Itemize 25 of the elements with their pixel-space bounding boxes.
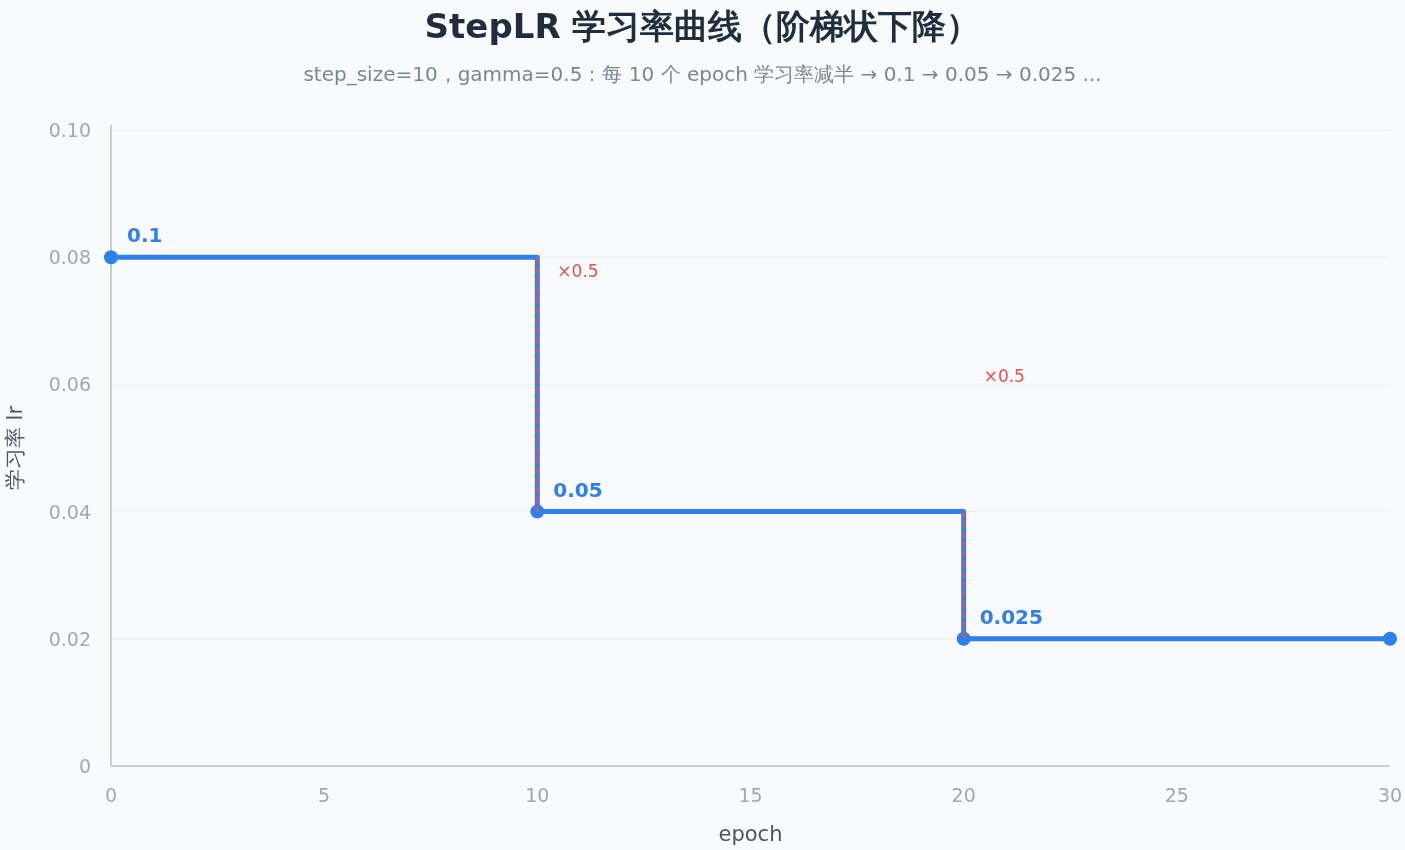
y-tick-label: 0	[78, 755, 91, 777]
y-tick-label: 0.10	[48, 119, 91, 141]
x-tick-label: 20	[951, 784, 976, 806]
annotation: 0.025	[979, 604, 1043, 629]
point	[530, 504, 545, 519]
x-tick-label: 0	[104, 784, 118, 806]
x-tick-label: 10	[525, 784, 550, 806]
annotation: 0.1	[127, 223, 163, 248]
y-axis-title: 学习率 lr	[3, 405, 27, 491]
x-tick-label: 5	[318, 784, 331, 806]
y-tick-label: 0.06	[48, 373, 91, 396]
y-tick-label: 0.02	[48, 627, 91, 650]
x-tick-label: 25	[1164, 784, 1189, 806]
y-tick-label: 0.08	[48, 246, 91, 269]
x-axis-title: epoch	[718, 822, 783, 846]
annotation: 0.05	[553, 477, 603, 502]
point	[104, 250, 118, 265]
y-tick-label: 0.04	[48, 500, 91, 523]
point	[1383, 631, 1397, 646]
x-tick-label: 30	[1377, 784, 1403, 806]
annotation: ×0.5	[983, 365, 1025, 386]
annotation: ×0.5	[557, 261, 599, 282]
x-tick-label: 15	[738, 784, 763, 806]
chart-title: StepLR 学习率曲线（阶梯状下降）	[424, 6, 981, 46]
chart-subtitle: step_size=10，gamma=0.5：每 10 个 epoch 学习率减半 → 0.1 → 0.05 → 0.025 ...	[303, 62, 1102, 86]
